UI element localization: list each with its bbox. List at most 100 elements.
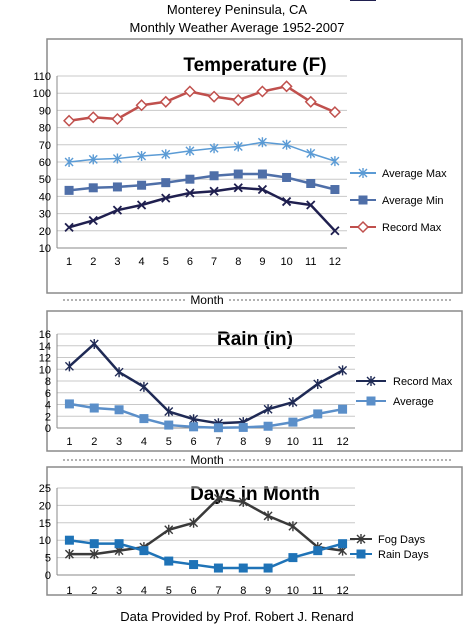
data-point: [213, 493, 223, 504]
x-tick-label: 1: [66, 436, 72, 448]
data-point: [256, 85, 269, 98]
data-point: [288, 417, 298, 427]
legend-label: Average Min: [382, 195, 444, 207]
data-point: [306, 200, 316, 210]
data-point: [88, 154, 98, 165]
legend-entry: Average Min: [350, 195, 444, 207]
charts-canvas: Temperature (F)1020304050607080901001101…: [0, 0, 463, 597]
y-tick-label: 20: [39, 226, 51, 238]
x-tick-label: 7: [215, 585, 221, 597]
legend-entry: Average Max: [350, 168, 447, 180]
data-point: [112, 182, 122, 192]
data-point: [64, 157, 74, 167]
data-point: [282, 172, 292, 182]
data-point: [306, 148, 316, 159]
data-point: [338, 365, 348, 376]
series-average-min: [64, 169, 340, 195]
y-tick-label: 20: [39, 500, 51, 512]
legend-label: Average Max: [382, 168, 447, 180]
x-tick-label: 12: [336, 436, 348, 448]
data-point: [164, 420, 174, 430]
data-point: [257, 184, 268, 195]
y-tick-label: 25: [39, 483, 51, 495]
y-tick-label: 70: [39, 140, 51, 152]
data-point: [89, 403, 99, 413]
x-tick-label: 4: [141, 585, 147, 597]
x-tick-label: 11: [305, 256, 316, 268]
data-point: [233, 141, 243, 152]
y-tick-label: 10: [39, 535, 51, 547]
y-tick-label: 40: [39, 191, 51, 203]
data-point: [232, 94, 245, 107]
series-line: [68, 342, 344, 425]
data-point: [338, 539, 348, 549]
data-point: [288, 553, 298, 563]
data-point: [114, 405, 124, 415]
data-point: [89, 539, 99, 549]
x-tick-label: 7: [211, 256, 217, 268]
x-tick-label: 9: [265, 585, 271, 597]
data-point: [161, 193, 171, 203]
data-point: [233, 183, 243, 193]
data-point: [209, 143, 219, 154]
y-tick-label: 60: [39, 157, 51, 169]
data-point: [161, 149, 171, 160]
data-point: [263, 510, 273, 521]
data-point: [64, 185, 74, 195]
data-point: [89, 338, 99, 349]
x-tick-label: 12: [336, 585, 348, 597]
x-tick-label: 3: [116, 436, 122, 448]
data-point: [281, 196, 292, 207]
x-tick-label: 2: [91, 585, 97, 597]
series-average-max: [64, 137, 340, 167]
x-axis-label: Month: [190, 453, 223, 467]
x-tick-label: 9: [259, 256, 265, 268]
data-point: [282, 139, 292, 150]
x-tick-label: 11: [312, 436, 323, 448]
y-tick-label: 10: [39, 364, 51, 376]
x-tick-label: 10: [287, 436, 299, 448]
data-point: [88, 215, 98, 226]
x-tick-label: 10: [287, 585, 299, 597]
data-point: [64, 222, 74, 232]
data-point: [136, 200, 147, 210]
data-point: [64, 535, 74, 545]
data-point: [161, 178, 171, 188]
legend-label: Record Max: [382, 222, 442, 234]
data-point: [164, 556, 174, 566]
data-point: [135, 99, 148, 112]
legend-label: Fog Days: [378, 534, 426, 546]
x-tick-label: 11: [312, 585, 323, 597]
data-point: [139, 414, 149, 424]
data-point: [185, 174, 195, 184]
data-point: [263, 563, 273, 573]
data-point: [114, 367, 124, 378]
data-point: [238, 563, 248, 573]
series-fog-days: [64, 493, 348, 560]
series-rain-days: [64, 535, 348, 573]
x-tick-label: 10: [280, 256, 292, 268]
temperature-panel: [46, 38, 463, 294]
series-record-max: [63, 80, 341, 127]
legend-label: Record Max: [393, 376, 453, 388]
data-point: [112, 153, 122, 164]
temperature-chart: Temperature (F)1020304050607080901001101…: [33, 0, 452, 307]
y-tick-label: 8: [45, 376, 51, 388]
x-tick-label: 8: [240, 585, 246, 597]
data-point: [288, 521, 298, 532]
y-tick-label: 5: [45, 553, 51, 565]
y-tick-label: 80: [39, 123, 51, 135]
data-point: [358, 195, 368, 205]
x-axis-label: Month: [190, 293, 223, 307]
y-tick-label: 30: [39, 209, 51, 221]
x-tick-label: 12: [329, 256, 341, 268]
y-tick-label: 12: [39, 353, 51, 365]
x-tick-label: 4: [139, 256, 145, 268]
x-tick-label: 3: [114, 256, 120, 268]
x-tick-label: 5: [166, 436, 172, 448]
x-tick-label: 5: [166, 585, 172, 597]
x-tick-label: 9: [265, 436, 271, 448]
data-point: [64, 399, 74, 409]
data-point: [358, 168, 368, 178]
